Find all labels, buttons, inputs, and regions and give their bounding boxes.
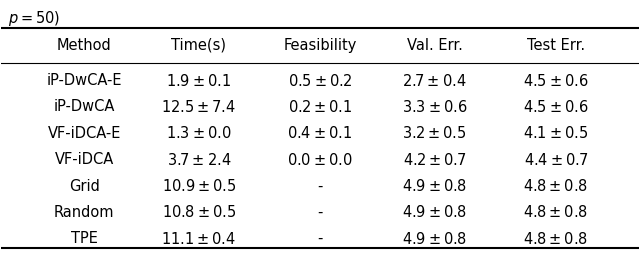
Text: $1.9 \pm 0.1$: $1.9 \pm 0.1$ xyxy=(166,73,232,89)
Text: Random: Random xyxy=(54,205,115,220)
Text: $12.5 \pm 7.4$: $12.5 \pm 7.4$ xyxy=(161,99,236,115)
Text: $1.3 \pm 0.0$: $1.3 \pm 0.0$ xyxy=(166,125,232,141)
Text: -: - xyxy=(317,205,323,220)
Text: $0.5 \pm 0.2$: $0.5 \pm 0.2$ xyxy=(288,73,352,89)
Text: Method: Method xyxy=(57,38,111,53)
Text: $3.2 \pm 0.5$: $3.2 \pm 0.5$ xyxy=(403,125,467,141)
Text: $4.9 \pm 0.8$: $4.9 \pm 0.8$ xyxy=(402,204,467,220)
Text: Feasibility: Feasibility xyxy=(284,38,356,53)
Text: $0.2 \pm 0.1$: $0.2 \pm 0.1$ xyxy=(288,99,352,115)
Text: Test Err.: Test Err. xyxy=(527,38,585,53)
Text: Grid: Grid xyxy=(68,179,100,194)
Text: iP-DwCA: iP-DwCA xyxy=(54,99,115,114)
Text: Time(s): Time(s) xyxy=(172,38,227,53)
Text: $4.2 \pm 0.7$: $4.2 \pm 0.7$ xyxy=(403,152,467,168)
Text: -: - xyxy=(317,231,323,246)
Text: VF-iDCA: VF-iDCA xyxy=(54,152,114,167)
Text: $4.8 \pm 0.8$: $4.8 \pm 0.8$ xyxy=(524,178,588,194)
Text: $10.8 \pm 0.5$: $10.8 \pm 0.5$ xyxy=(162,204,236,220)
Text: $4.5 \pm 0.6$: $4.5 \pm 0.6$ xyxy=(523,73,589,89)
Text: $4.9 \pm 0.8$: $4.9 \pm 0.8$ xyxy=(402,231,467,247)
Text: $10.9 \pm 0.5$: $10.9 \pm 0.5$ xyxy=(162,178,236,194)
Text: VF-iDCA-E: VF-iDCA-E xyxy=(47,126,121,141)
Text: $3.7 \pm 2.4$: $3.7 \pm 2.4$ xyxy=(166,152,231,168)
Text: Val. Err.: Val. Err. xyxy=(407,38,463,53)
Text: -: - xyxy=(317,179,323,194)
Text: $3.3 \pm 0.6$: $3.3 \pm 0.6$ xyxy=(402,99,467,115)
Text: $0.4 \pm 0.1$: $0.4 \pm 0.1$ xyxy=(287,125,353,141)
Text: $0.0 \pm 0.0$: $0.0 \pm 0.0$ xyxy=(287,152,353,168)
Text: $4.8 \pm 0.8$: $4.8 \pm 0.8$ xyxy=(524,204,588,220)
Text: $4.4 \pm 0.7$: $4.4 \pm 0.7$ xyxy=(524,152,588,168)
Text: TPE: TPE xyxy=(71,231,98,246)
Text: $4.5 \pm 0.6$: $4.5 \pm 0.6$ xyxy=(523,99,589,115)
Text: $4.1 \pm 0.5$: $4.1 \pm 0.5$ xyxy=(523,125,588,141)
Text: $11.1 \pm 0.4$: $11.1 \pm 0.4$ xyxy=(161,231,236,247)
Text: $4.8 \pm 0.8$: $4.8 \pm 0.8$ xyxy=(524,231,588,247)
Text: iP-DwCA-E: iP-DwCA-E xyxy=(47,73,122,88)
Text: $4.9 \pm 0.8$: $4.9 \pm 0.8$ xyxy=(402,178,467,194)
Text: $p = 50$): $p = 50$) xyxy=(8,9,60,28)
Text: $2.7 \pm 0.4$: $2.7 \pm 0.4$ xyxy=(403,73,467,89)
